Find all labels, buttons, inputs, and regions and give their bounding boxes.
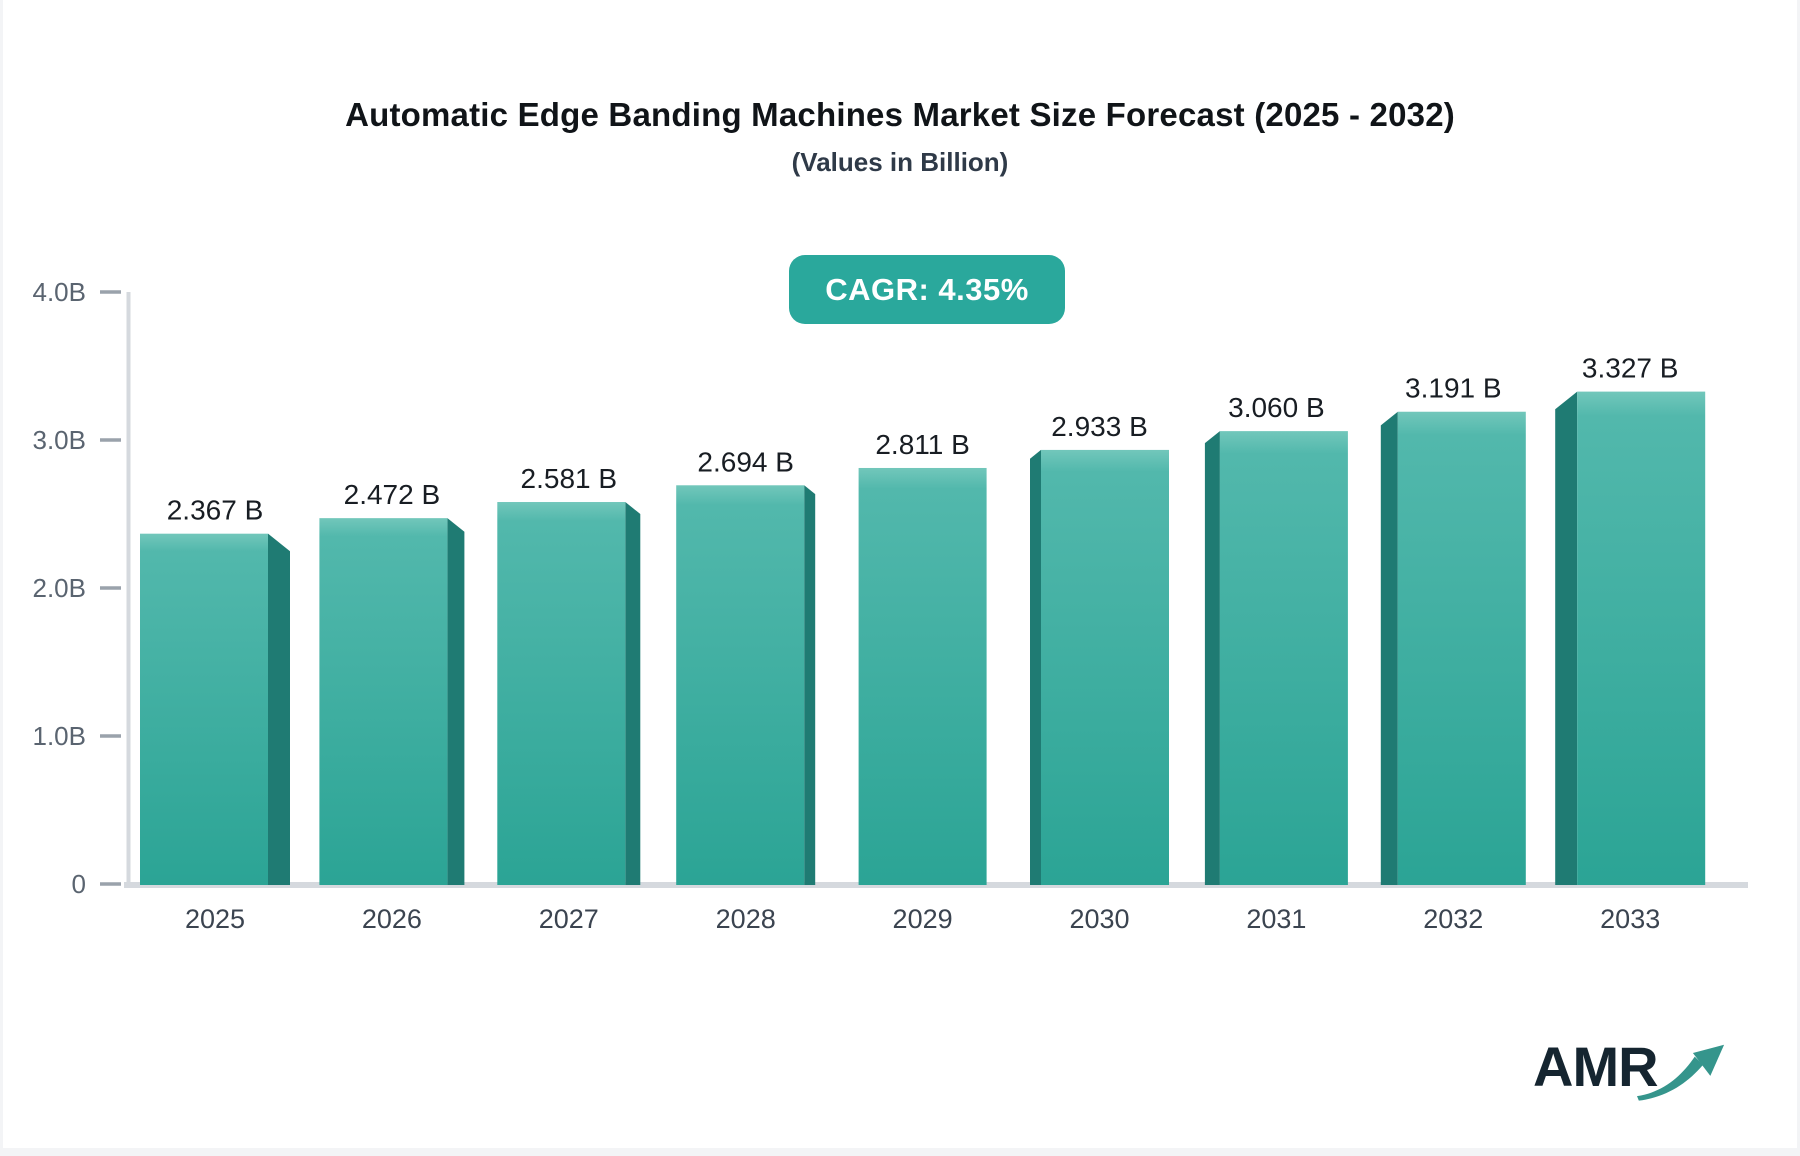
- x-axis-label-2032: 2032: [1423, 904, 1483, 934]
- y-axis-tick: [100, 734, 121, 738]
- y-axis-tick-label: 1.0B: [33, 721, 87, 751]
- bar-front-face: [1577, 391, 1706, 885]
- y-axis-line: [126, 292, 131, 888]
- y-axis-tick-label: 0: [72, 869, 86, 899]
- bar-value-label: 2.811 B: [875, 429, 969, 460]
- bar-2030: 2.933 B 2030: [1030, 411, 1169, 934]
- cagr-badge-label: CAGR: 4.35%: [825, 271, 1029, 307]
- x-axis-label-2027: 2027: [539, 904, 599, 934]
- bar-front-face: [319, 518, 448, 885]
- x-axis-label-2031: 2031: [1246, 904, 1306, 934]
- bar-value-label: 3.327 B: [1582, 353, 1679, 384]
- bar-front-face: [858, 467, 987, 885]
- bar-side-face: [1380, 411, 1398, 885]
- bar-front-face: [497, 502, 626, 885]
- bar-front-face: [676, 485, 805, 885]
- bar-2032: 3.191 B 2032: [1380, 373, 1526, 934]
- x-axis-label-2030: 2030: [1069, 904, 1129, 934]
- bar-2033: 3.327 B 2033: [1555, 353, 1706, 934]
- chart-subtitle: (Values in Billion): [791, 147, 1009, 177]
- y-axis-tick: [100, 290, 121, 294]
- bar-2028: 2.694 B 2028: [676, 446, 816, 934]
- chart-card: Automatic Edge Banding Machines Market S…: [3, 0, 1797, 1148]
- x-axis-label-2033: 2033: [1600, 904, 1660, 934]
- bar-value-label: 3.191 B: [1405, 373, 1502, 404]
- amr-logo-text: AMR: [1533, 1035, 1659, 1098]
- bar-2031: 3.060 B 2031: [1204, 392, 1348, 934]
- bar-side-face: [447, 518, 465, 885]
- bar-2025: 2.367 B 2025: [140, 495, 290, 934]
- y-axis-tick: [100, 882, 121, 886]
- bar-side-face: [625, 502, 641, 885]
- bar-value-label: 2.472 B: [344, 479, 441, 510]
- x-axis-label-2025: 2025: [185, 904, 245, 934]
- bar-value-label: 2.581 B: [521, 463, 618, 494]
- bar-front-face: [1397, 411, 1526, 885]
- amr-logo: AMR: [1533, 1034, 1725, 1114]
- y-axis-tick-label: 3.0B: [33, 425, 87, 455]
- bar-front-face: [1219, 431, 1348, 885]
- bar-front-face: [1041, 449, 1169, 885]
- x-axis-label-2028: 2028: [716, 904, 776, 934]
- bar-front-face: [140, 533, 268, 885]
- y-axis-tick-label: 4.0B: [33, 277, 87, 307]
- bar-value-label: 2.933 B: [1051, 411, 1148, 442]
- bar-side-face: [268, 533, 290, 885]
- bar-side-face: [1204, 431, 1220, 885]
- bar-2029: 2.811 B 2029: [858, 429, 987, 934]
- bar-side-face: [1030, 449, 1041, 885]
- y-axis-tick-label: 2.0B: [33, 573, 87, 603]
- bar-side-face: [1555, 391, 1578, 885]
- bar-2027: 2.581 B 2027: [497, 463, 641, 934]
- bar-side-face: [804, 485, 816, 885]
- growth-arrow-icon: [1637, 1044, 1725, 1101]
- y-axis-tick: [100, 586, 121, 590]
- bar-value-label: 2.694 B: [697, 446, 794, 477]
- cagr-badge: CAGR: 4.35%: [789, 255, 1065, 324]
- x-axis-label-2029: 2029: [893, 904, 953, 934]
- chart-title: Automatic Edge Banding Machines Market S…: [345, 96, 1455, 133]
- x-axis-label-2026: 2026: [362, 904, 422, 934]
- bar-value-label: 3.060 B: [1228, 392, 1325, 423]
- y-axis-tick: [100, 438, 121, 442]
- bar-2026: 2.472 B 2026: [319, 479, 465, 934]
- bar-value-label: 2.367 B: [167, 495, 264, 526]
